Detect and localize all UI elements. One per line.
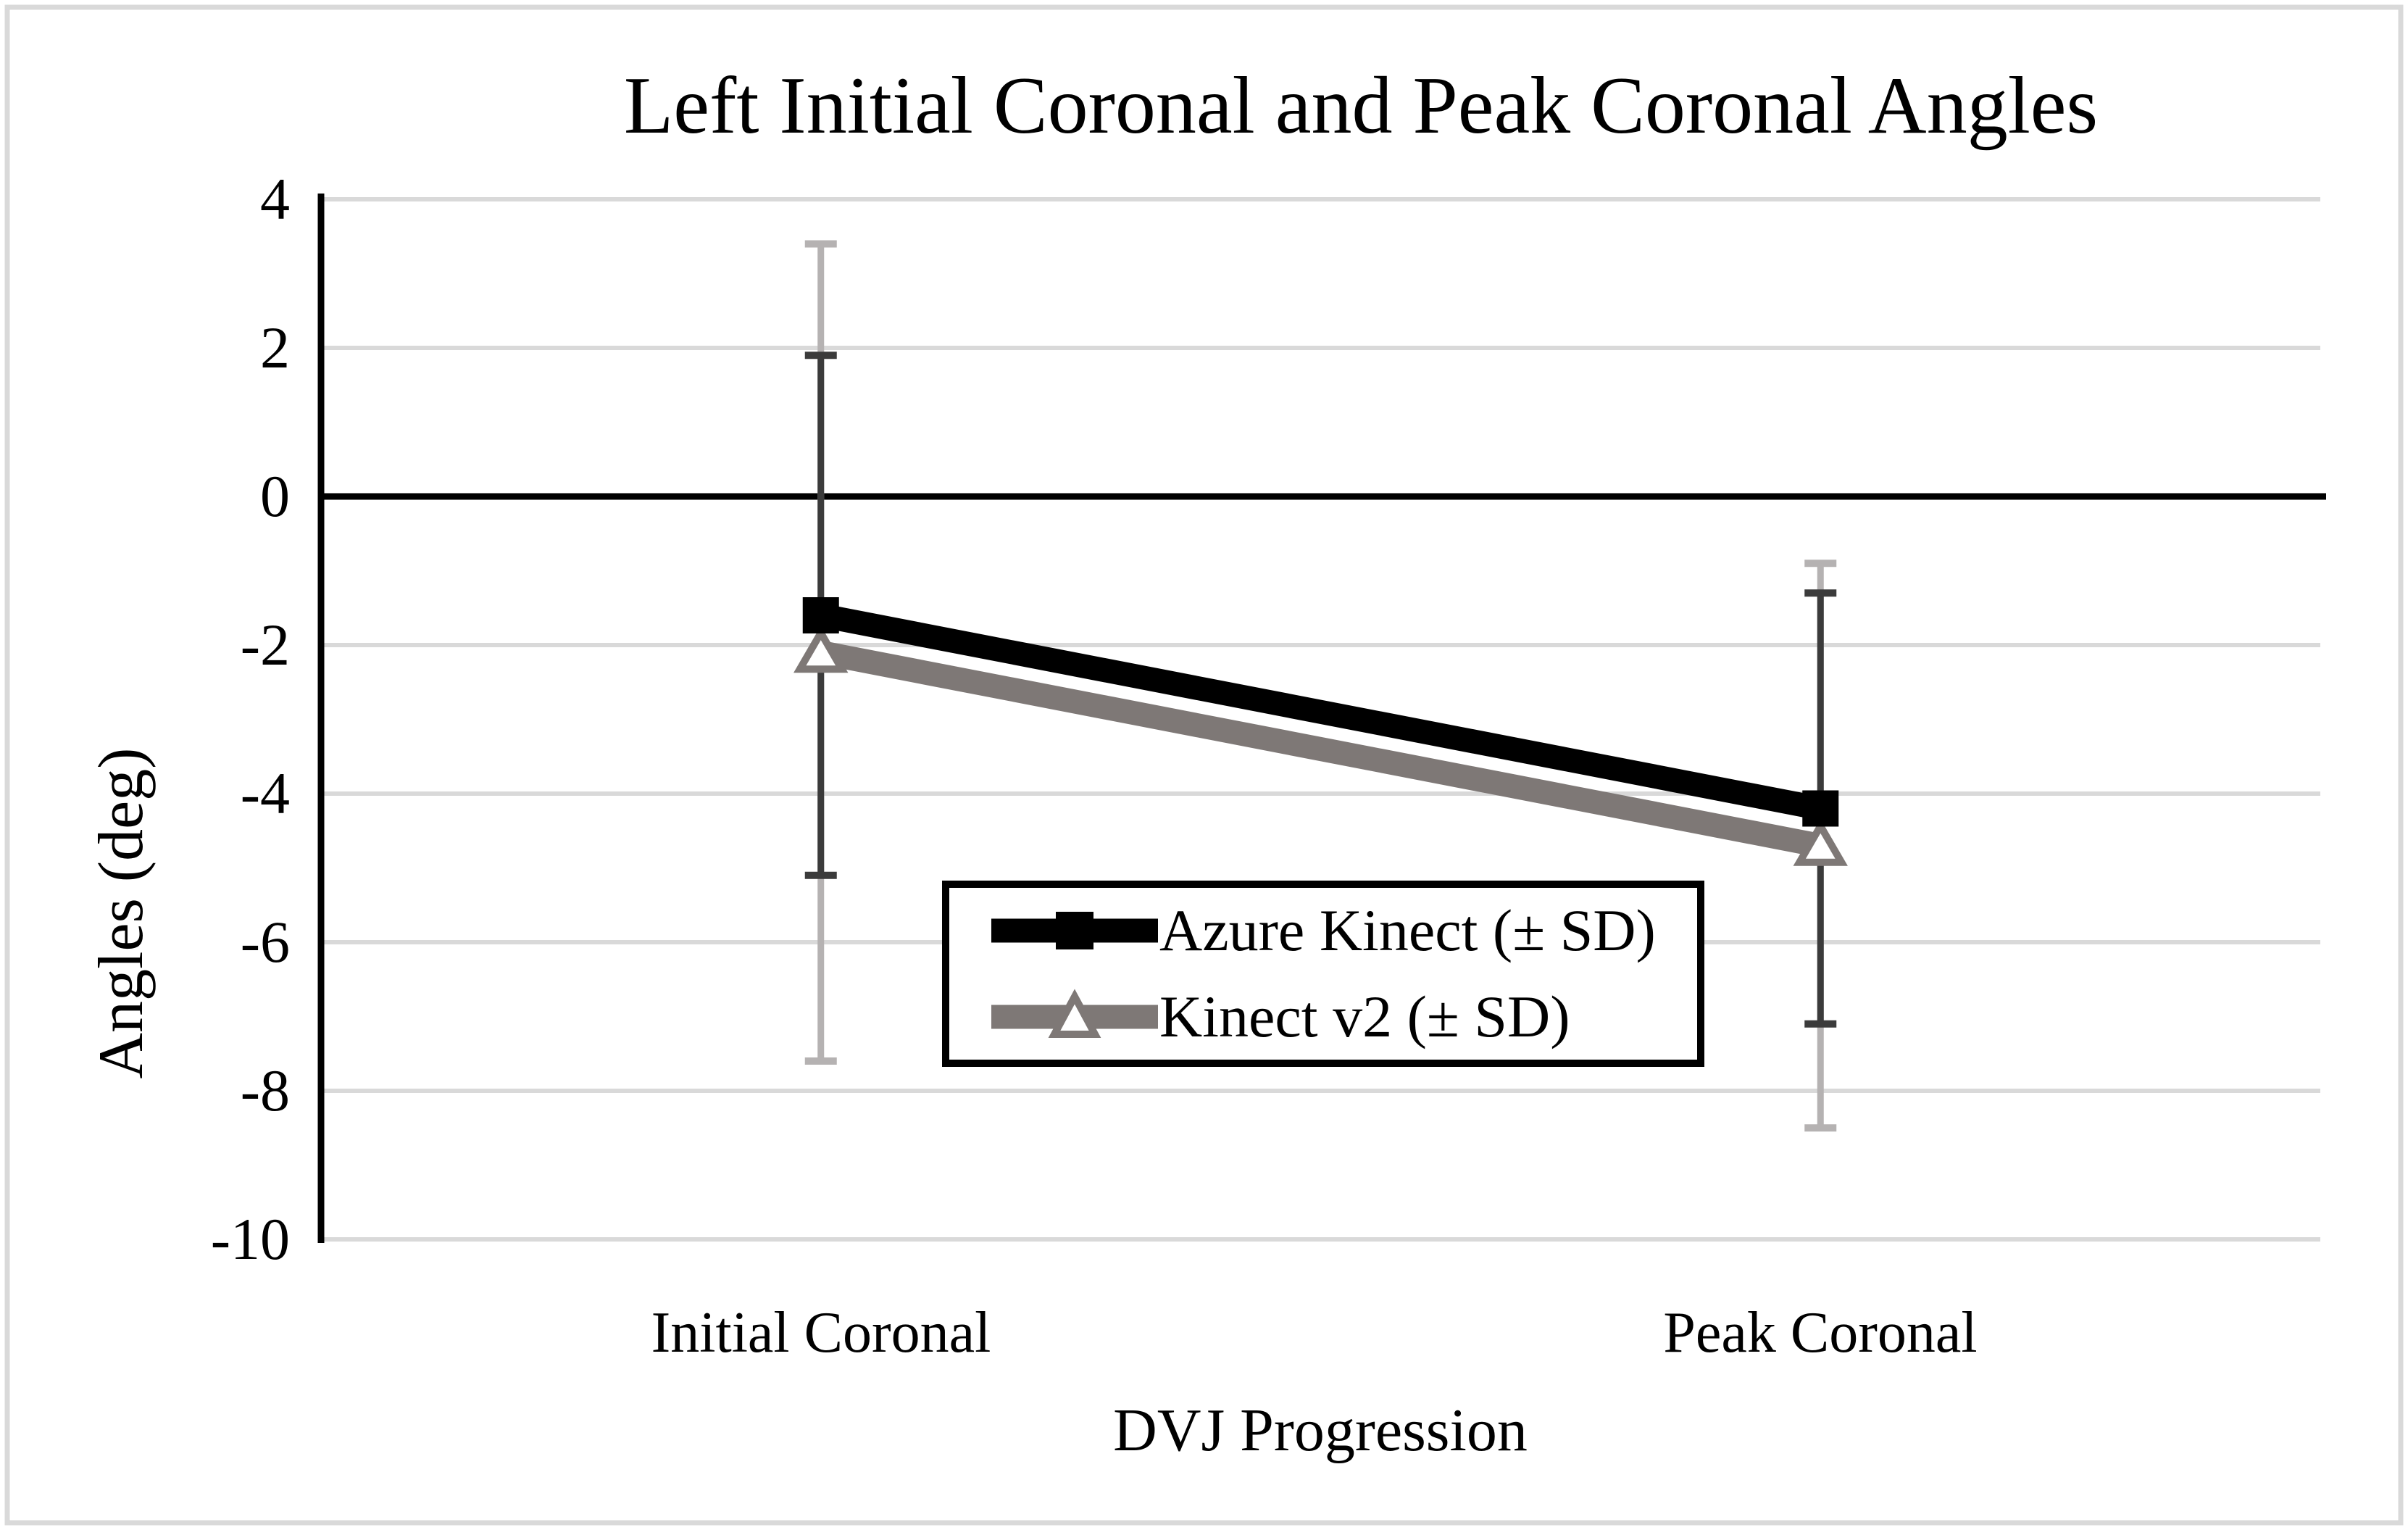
figure-border xyxy=(4,4,2404,1526)
y-tick-label: 0 xyxy=(260,463,290,529)
y-tick-label: -6 xyxy=(240,909,290,975)
y-tick-label: -8 xyxy=(240,1057,290,1123)
x-category-label-initial-coronal: Initial Coronal xyxy=(651,1301,991,1365)
filled-square-marker xyxy=(1802,790,1839,827)
y-axis-title: Angles (deg) xyxy=(86,747,157,1079)
filled-square-marker-icon xyxy=(1056,912,1093,950)
open-triangle-marker xyxy=(793,625,849,673)
x-category-label-peak-coronal: Peak Coronal xyxy=(1663,1301,1978,1365)
filled-square-marker xyxy=(802,597,839,633)
y-tick-label: 2 xyxy=(260,315,290,381)
legend-item-kinect-v2: Kinect v2 (± SD) xyxy=(991,981,1697,1053)
open-triangle-marker xyxy=(1793,818,1848,866)
x-axis-title: DVJ Progression xyxy=(1113,1397,1528,1464)
open-triangle-marker-icon xyxy=(1048,989,1101,1038)
chart-title: Left Initial Coronal and Peak Coronal An… xyxy=(623,61,2099,151)
azure-kinect-swatch xyxy=(991,912,1158,950)
y-tick-label: -2 xyxy=(240,612,290,678)
legend-label-azure-kinect: Azure Kinect (± SD) xyxy=(1159,897,1656,964)
legend: Azure Kinect (± SD) Kinect v2 (± SD) xyxy=(942,881,1704,1067)
series-line xyxy=(818,603,1823,820)
y-tick-label: -4 xyxy=(240,760,290,826)
series-line xyxy=(818,641,1823,857)
y-tick-label: 4 xyxy=(260,166,290,232)
legend-item-azure-kinect: Azure Kinect (± SD) xyxy=(991,894,1697,967)
y-tick-label: -10 xyxy=(210,1206,290,1272)
kinect-v2-swatch xyxy=(991,989,1158,1038)
legend-label-kinect-v2: Kinect v2 (± SD) xyxy=(1159,983,1570,1049)
